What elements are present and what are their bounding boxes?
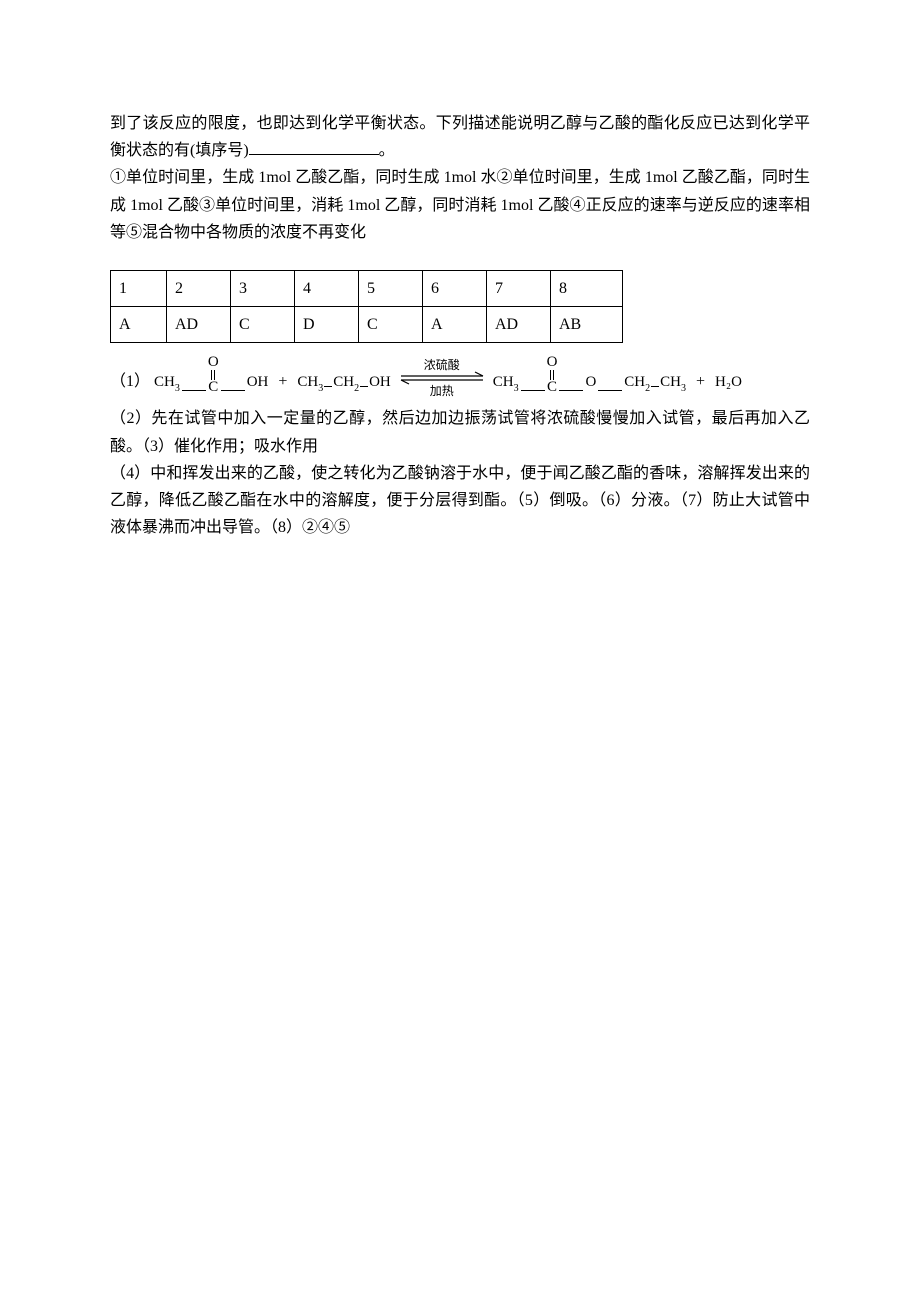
answer-2-3: （2）先在试管中加入一定量的乙醇，然后边加边振荡试管将浓硫酸慢慢加入试管，最后再… xyxy=(110,405,810,459)
answer-2-3-text: （2）先在试管中加入一定量的乙醇，然后边加边振荡试管将浓硫酸慢慢加入试管，最后再… xyxy=(110,410,810,454)
hdr-1: 1 xyxy=(111,270,167,306)
reversible-arrow: 浓硫酸 加热 xyxy=(391,359,493,399)
ans-2: AD xyxy=(167,307,231,343)
plus-icon: + xyxy=(686,368,715,399)
page-content: 到了该反应的限度，也即达到化学平衡状态。下列描述能说明乙醇与乙酸的酯化反应已达到… xyxy=(0,0,920,1302)
ethyl-acetate-ch3: CH3 xyxy=(493,370,519,400)
ans-5: C xyxy=(359,307,423,343)
ans-6: A xyxy=(423,307,487,343)
answer-table: 1 2 3 4 5 6 7 8 A AD C D C A AD AB xyxy=(110,270,623,343)
answer-blank xyxy=(249,138,379,155)
options-paragraph: ①单位时间里，生成 1mol 乙酸乙酯，同时生成 1mol 水②单位时间里，生成… xyxy=(110,164,810,246)
carbonyl-group: O C xyxy=(547,355,558,399)
q-text-b: 。 xyxy=(379,142,395,159)
bond-icon xyxy=(521,390,545,391)
hdr-2: 2 xyxy=(167,270,231,306)
arrow-top-label: 浓硫酸 xyxy=(424,359,460,371)
table-answer-row: A AD C D C A AD AB xyxy=(111,307,623,343)
ethyl-group: CH2CH3 xyxy=(624,370,686,400)
bond-icon xyxy=(598,390,622,391)
ans-4: D xyxy=(295,307,359,343)
bond-icon xyxy=(221,390,245,391)
bond-icon xyxy=(559,390,583,391)
hdr-3: 3 xyxy=(231,270,295,306)
hydroxyl: OH xyxy=(247,370,269,400)
q-text-a: 到了该反应的限度，也即达到化学平衡状态。下列描述能说明乙醇与乙酸的酯化反应已达到… xyxy=(110,115,810,159)
answer-4-8-text: （4）中和挥发出来的乙酸，使之转化为乙酸钠溶于水中，便于闻乙酸乙酯的香味，溶解挥… xyxy=(110,465,810,536)
hdr-4: 4 xyxy=(295,270,359,306)
bond-icon xyxy=(182,390,206,391)
options-text: ①单位时间里，生成 1mol 乙酸乙酯，同时生成 1mol 水②单位时间里，生成… xyxy=(110,169,810,240)
hdr-6: 6 xyxy=(423,270,487,306)
answer-1-label: （1） xyxy=(110,368,150,399)
table-header-row: 1 2 3 4 5 6 7 8 xyxy=(111,270,623,306)
ethanol: CH3CH2OH xyxy=(297,370,390,400)
acetic-acid: CH3 xyxy=(154,370,180,400)
hdr-7: 7 xyxy=(487,270,551,306)
hdr-5: 5 xyxy=(359,270,423,306)
ans-1: A xyxy=(111,307,167,343)
ester-oxygen: O xyxy=(585,370,596,400)
water: H₂O xyxy=(715,370,742,400)
hdr-8: 8 xyxy=(551,270,623,306)
plus-icon: + xyxy=(268,368,297,399)
carbonyl-group: O C xyxy=(208,355,219,399)
arrow-bottom-label: 加热 xyxy=(430,385,454,397)
answer-4-8: （4）中和挥发出来的乙酸，使之转化为乙酸钠溶于水中，便于闻乙酸乙酯的香味，溶解挥… xyxy=(110,460,810,542)
ans-3: C xyxy=(231,307,295,343)
question-continuation: 到了该反应的限度，也即达到化学平衡状态。下列描述能说明乙醇与乙酸的酯化反应已达到… xyxy=(110,110,810,164)
reversible-arrow-icon xyxy=(397,371,487,385)
ans-7: AD xyxy=(487,307,551,343)
ans-8: AB xyxy=(551,307,623,343)
equation-row: （1） CH3 O C OH + CH3CH2OH 浓硫酸 加热 xyxy=(110,355,810,399)
